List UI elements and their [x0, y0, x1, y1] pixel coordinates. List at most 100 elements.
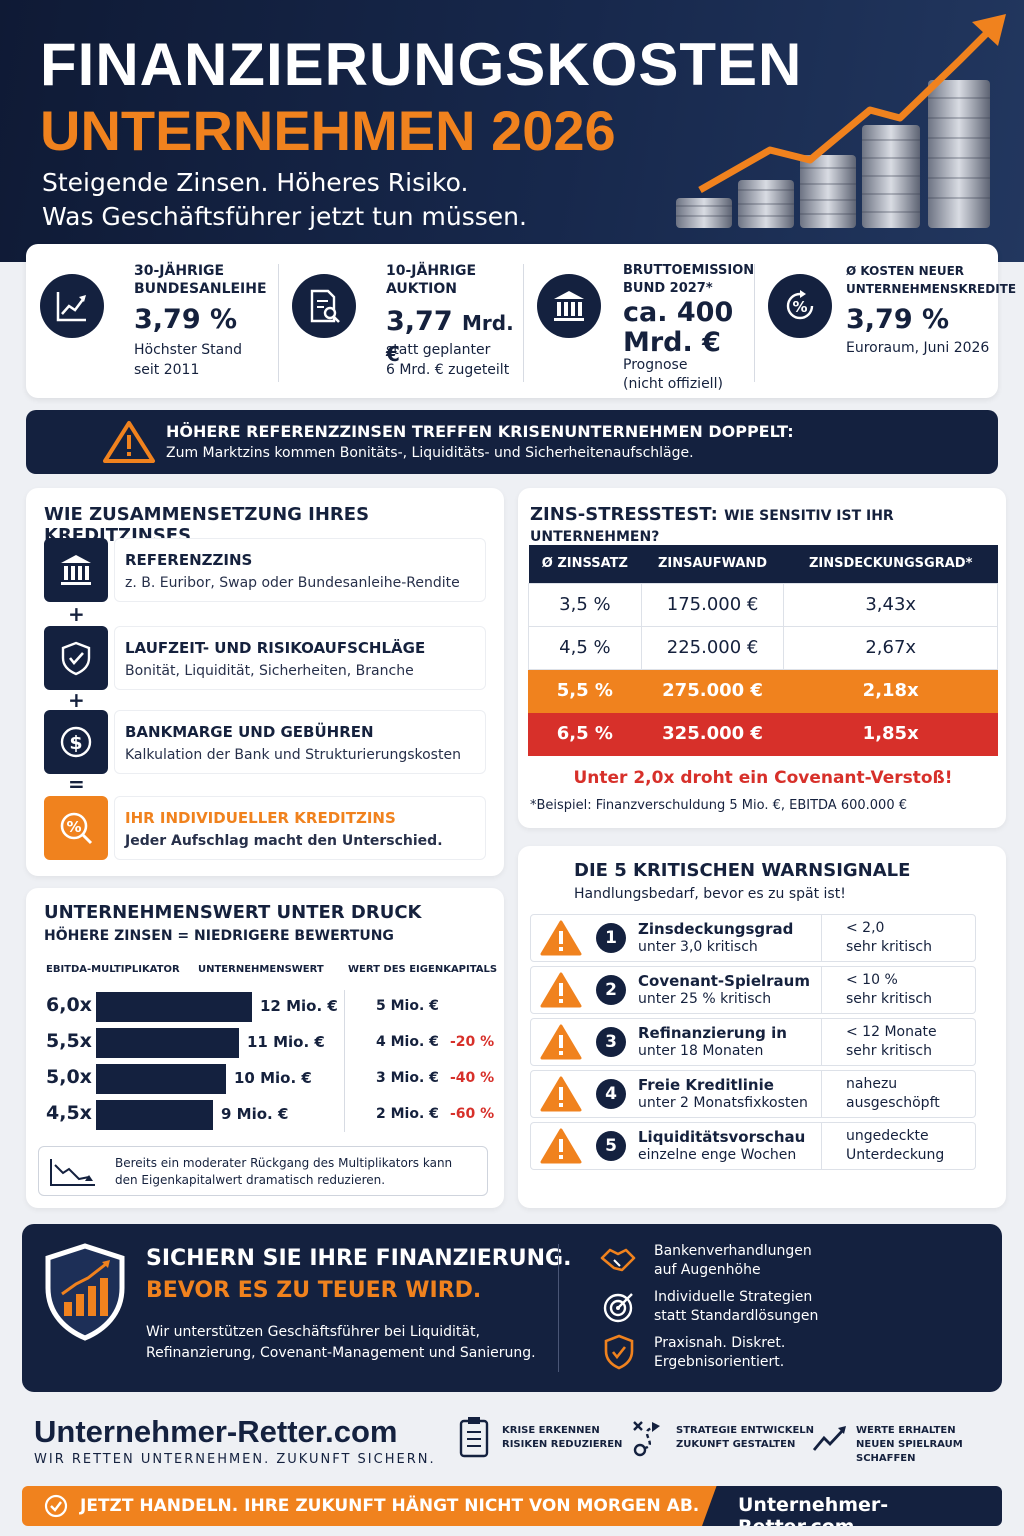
warning-icon	[540, 1076, 582, 1112]
table-row: 6,5 % 325.000 €1,85x	[528, 711, 998, 756]
warning-row: 2 Covenant-Spielraum unter 25 % kritisch < …	[530, 966, 976, 1014]
brand-slogan: WIR RETTEN UNTERNEHMEN. ZUKUNFT SICHERN.	[34, 1452, 436, 1467]
equity-change-label: -40 %	[450, 1070, 495, 1086]
equity-value-label: 3 Mio. €	[376, 1070, 439, 1086]
cta-benefit: Praxisnah. Diskret. Ergebnisorientiert.	[654, 1335, 786, 1370]
stat-bundesanleihe: 30-JÄHRIGE BUNDESANLEIHE 3,79 % Höchster …	[26, 244, 276, 398]
warning-row: 3 Refinanzierung in unter 18 Monaten < 12 M…	[530, 1018, 976, 1066]
warning-icon	[540, 920, 582, 956]
warning-severity: sehr kritisch	[846, 991, 932, 1007]
document-search-icon	[292, 274, 356, 338]
warning-row: 5 Liquiditätsvorschau einzelne enge Wochen…	[530, 1122, 976, 1170]
enterprise-value-label: 9 Mio. €	[221, 1105, 289, 1123]
warning-number: 3	[596, 1027, 626, 1057]
col-header: EBITDA-MULTIPLIKATOR	[46, 964, 180, 975]
brand-logo-text[interactable]: Unternehmer-Retter.com	[34, 1414, 398, 1449]
warning-icon	[540, 1024, 582, 1060]
equals-operator: =	[68, 772, 85, 796]
col-header: UNTERNEHMENSWERT	[198, 964, 324, 975]
enterprise-value-label: 11 Mio. €	[247, 1033, 325, 1051]
handshake-icon	[600, 1248, 636, 1272]
warnings-subheading: Handlungsbedarf, bevor es zu spät ist!	[574, 886, 846, 902]
shield-check-icon	[44, 626, 108, 690]
svg-text:%: %	[66, 818, 81, 836]
downtrend-icon	[50, 1159, 95, 1186]
bank-icon	[44, 538, 108, 602]
stat-note: Höchster Stand seit 2011	[134, 342, 242, 378]
cta-title1: SICHERN SIE IHRE FINANZIERUNG.	[146, 1246, 572, 1271]
warning-threshold: ungedeckte	[846, 1128, 929, 1144]
equity-value-label: 5 Mio. €	[376, 998, 439, 1014]
table-row: 3,5 % 175.000 €3,43x	[528, 582, 998, 627]
equity-value-label: 2 Mio. €	[376, 1106, 439, 1122]
alert-title: HÖHERE REFERENZZINSEN TREFFEN KRISENUNTE…	[166, 422, 794, 441]
table-header: ZINSDECKUNGSGRAD*	[783, 545, 998, 583]
key-figures-panel: 30-JÄHRIGE BUNDESANLEIHE 3,79 % Höchster …	[26, 244, 1016, 398]
valuation-subheading: HÖHERE ZINSEN = NIEDRIGERE BEWERTUNG	[44, 928, 394, 944]
percent-search-icon: %	[44, 796, 108, 860]
cta-benefit: Individuelle Strategien statt Standardlös…	[654, 1289, 819, 1324]
valuation-bar	[96, 1100, 213, 1130]
equity-change-label: -20 %	[450, 1034, 495, 1050]
check-circle-icon	[44, 1494, 68, 1518]
hero-subtitle-line2: Was Geschäftsführer jetzt tun müssen.	[42, 202, 527, 231]
valuation-note: Bereits ein moderater Rückgang des Multi…	[115, 1156, 453, 1187]
warning-icon	[540, 972, 582, 1008]
equity-value-label: 4 Mio. €	[376, 1034, 439, 1050]
composition-card: WIE ZUSAMMENSETZUNG IHRES KREDITZINSES R…	[26, 488, 504, 876]
warning-severity: sehr kritisch	[846, 939, 932, 955]
warning-threshold: nahezu	[846, 1076, 898, 1092]
warning-title: Freie Kreditlinie	[638, 1076, 774, 1094]
bottom-cta-text: JETZT HANDELN. IHRE ZUKUNFT HÄNGT NICHT …	[80, 1496, 700, 1516]
target-icon	[603, 1293, 633, 1323]
composition-item: REFERENZZINS z. B. Euribor, Swap oder Bu…	[114, 538, 486, 602]
table-header: ZINSAUFWAND	[641, 545, 784, 583]
warning-severity: ausgeschöpft	[846, 1095, 940, 1111]
enterprise-value-label: 10 Mio. €	[234, 1069, 312, 1087]
valuation-row: 6,0x 12 Mio. € 5 Mio. €	[46, 992, 496, 1022]
warning-sub: unter 2 Monatsfixkosten	[638, 1095, 808, 1111]
dollar-coin-icon: $	[44, 710, 108, 774]
hero-title-line2: UNTERNEHMEN 2026	[40, 99, 616, 162]
warning-number: 5	[596, 1131, 626, 1161]
valuation-bar	[96, 1028, 239, 1058]
warning-row: 4 Freie Kreditlinie unter 2 Monatsfixkoste…	[530, 1070, 976, 1118]
footer-item: KRISE ERKENNEN RISIKEN REDUZIEREN	[458, 1416, 622, 1460]
bottom-cta-url[interactable]: Unternehmer-Retter.com	[738, 1494, 889, 1526]
multiplier-label: 5,5x	[46, 1030, 92, 1052]
warnings-heading: DIE 5 KRITISCHEN WARNSIGNALE	[574, 860, 911, 881]
multiplier-label: 4,5x	[46, 1102, 92, 1124]
warning-icon	[103, 421, 155, 463]
footer-item: STRATEGIE ENTWICKELN ZUKUNFT GESTALTEN	[632, 1416, 814, 1460]
plus-operator: +	[68, 688, 85, 712]
hero-subtitle: Steigende Zinsen. Höheres Risiko. Was Ge…	[42, 166, 527, 234]
table-row: 4,5 % 225.000 €2,67x	[528, 625, 998, 670]
plus-operator: +	[68, 602, 85, 626]
warning-icon	[540, 1128, 582, 1164]
valuation-heading: UNTERNEHMENSWERT UNTER DRUCK	[44, 902, 422, 923]
warning-severity: sehr kritisch	[846, 1043, 932, 1059]
percent-cycle-icon: %	[768, 274, 832, 338]
clipboard-icon	[459, 1417, 489, 1458]
equity-change-label: -60 %	[450, 1106, 495, 1122]
enterprise-value-label: 12 Mio. €	[260, 997, 338, 1015]
warning-sub: einzelne enge Wochen	[638, 1147, 797, 1163]
stress-footnote: *Beispiel: Finanzverschuldung 5 Mio. €, …	[530, 798, 907, 813]
shield-growth-icon	[45, 1243, 125, 1341]
warning-number: 2	[596, 975, 626, 1005]
table-row: 5,5 % 275.000 €2,18x	[528, 668, 998, 713]
valuation-card: UNTERNEHMENSWERT UNTER DRUCK HÖHERE ZINS…	[26, 888, 504, 1208]
warning-threshold: < 10 %	[846, 972, 898, 988]
bottom-cta-bar[interactable]: JETZT HANDELN. IHRE ZUKUNFT HÄNGT NICHT …	[22, 1486, 1002, 1526]
stress-heading: ZINS-STRESSTEST: WIE SENSITIV IST IHR UN…	[530, 504, 894, 545]
trend-icon	[812, 1426, 846, 1451]
valuation-note-box: Bereits ein moderater Rückgang des Multi…	[38, 1146, 488, 1196]
warning-title: Zinsdeckungsgrad	[638, 920, 794, 938]
bank-icon	[537, 274, 601, 338]
valuation-row: 5,0x 10 Mio. € 3 Mio. € -40 %	[46, 1064, 496, 1094]
warning-sub: unter 3,0 kritisch	[638, 939, 758, 955]
hero-subtitle-line1: Steigende Zinsen. Höheres Risiko.	[42, 168, 469, 197]
stat-label: 30-JÄHRIGE BUNDESANLEIHE	[134, 263, 267, 297]
multiplier-label: 6,0x	[46, 994, 92, 1016]
valuation-bar	[96, 1064, 226, 1094]
